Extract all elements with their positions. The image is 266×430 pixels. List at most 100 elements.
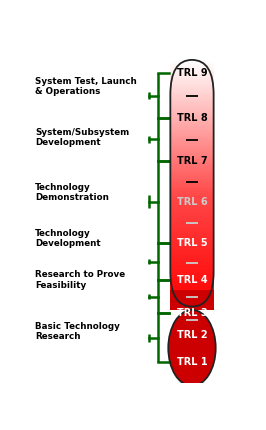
Bar xyxy=(170,94,214,95)
Bar xyxy=(170,133,214,134)
Bar xyxy=(170,218,214,219)
Bar xyxy=(170,112,214,113)
Bar xyxy=(170,165,214,166)
Bar xyxy=(170,238,214,239)
Bar xyxy=(170,146,214,147)
Bar xyxy=(170,206,214,207)
Bar xyxy=(170,150,214,151)
Bar xyxy=(170,181,214,182)
Bar xyxy=(170,277,214,278)
Bar xyxy=(170,288,214,289)
Bar xyxy=(170,180,214,181)
Bar xyxy=(170,176,214,177)
Bar xyxy=(170,117,214,118)
Bar xyxy=(170,192,214,193)
Bar xyxy=(170,198,214,199)
Text: TRL 8: TRL 8 xyxy=(177,113,207,123)
Bar xyxy=(170,111,214,112)
Bar xyxy=(170,301,214,302)
Bar xyxy=(170,251,214,252)
Bar xyxy=(170,184,214,185)
Bar xyxy=(170,294,214,295)
Bar xyxy=(170,272,214,273)
Text: Basic Technology
Research: Basic Technology Research xyxy=(35,322,120,341)
Text: TRL 5: TRL 5 xyxy=(177,238,207,248)
Bar xyxy=(170,262,214,263)
Bar xyxy=(170,270,214,271)
Bar xyxy=(170,149,214,150)
Bar xyxy=(170,267,214,268)
Bar xyxy=(170,143,214,144)
Bar xyxy=(170,72,214,73)
Bar xyxy=(170,186,214,187)
Bar xyxy=(170,131,214,132)
Bar xyxy=(170,248,214,249)
Bar xyxy=(170,210,214,211)
Bar xyxy=(170,61,214,62)
Bar xyxy=(170,73,214,74)
Bar xyxy=(170,79,214,80)
Bar xyxy=(170,77,214,78)
Bar xyxy=(170,177,214,178)
Bar xyxy=(170,290,214,291)
Bar xyxy=(170,243,214,244)
Bar xyxy=(170,134,214,135)
Bar xyxy=(170,305,214,306)
Bar xyxy=(170,191,214,192)
Bar xyxy=(170,80,214,81)
Bar xyxy=(170,137,214,138)
Bar xyxy=(170,187,214,188)
Bar xyxy=(170,138,214,139)
Bar xyxy=(170,230,214,231)
Bar xyxy=(170,217,214,218)
Bar xyxy=(170,101,214,102)
Bar xyxy=(170,64,214,65)
Bar xyxy=(170,121,214,122)
Bar xyxy=(170,120,214,121)
Text: TRL 7: TRL 7 xyxy=(177,156,207,166)
Bar xyxy=(170,265,214,266)
Bar xyxy=(170,264,214,265)
Bar xyxy=(170,222,214,223)
Bar xyxy=(170,247,214,248)
Bar xyxy=(170,174,214,175)
Bar xyxy=(170,269,214,270)
Bar xyxy=(170,99,214,100)
Bar xyxy=(170,87,214,88)
Bar xyxy=(170,124,214,125)
Bar xyxy=(170,255,214,256)
Bar xyxy=(170,90,214,91)
Bar xyxy=(170,82,214,83)
Text: TRL 2: TRL 2 xyxy=(177,330,207,340)
Bar xyxy=(170,166,214,167)
Bar xyxy=(170,208,214,209)
Bar xyxy=(170,123,214,124)
Bar xyxy=(170,263,214,264)
Bar xyxy=(170,278,214,279)
Bar xyxy=(170,297,214,298)
Bar xyxy=(170,95,214,96)
Bar xyxy=(170,254,214,255)
Bar xyxy=(170,303,214,304)
Bar xyxy=(170,298,214,299)
Bar xyxy=(170,276,214,277)
Bar xyxy=(170,219,214,220)
Bar xyxy=(170,85,214,86)
Bar xyxy=(170,229,214,230)
Bar xyxy=(170,182,214,183)
Bar xyxy=(170,258,214,259)
Bar xyxy=(170,98,214,99)
Bar xyxy=(170,136,214,137)
Bar xyxy=(170,223,214,224)
Bar xyxy=(170,96,214,97)
Bar xyxy=(170,159,214,160)
Bar xyxy=(170,197,214,198)
Bar xyxy=(170,169,214,170)
Bar xyxy=(170,250,214,251)
Bar xyxy=(170,256,214,257)
Bar xyxy=(170,164,214,165)
Bar xyxy=(170,78,214,79)
Bar xyxy=(170,260,214,261)
Bar xyxy=(170,201,214,202)
Bar xyxy=(170,75,214,76)
